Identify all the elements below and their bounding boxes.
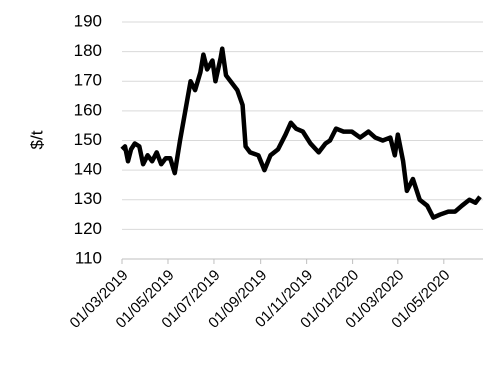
y-tick-label: 120 (74, 219, 102, 238)
y-tick-label: 160 (74, 100, 102, 119)
y-axis-label: $/t (27, 130, 46, 149)
y-tick-label: 130 (74, 189, 102, 208)
y-tick-label: 170 (74, 71, 102, 90)
y-tick-label: 190 (74, 11, 102, 30)
y-tick-label: 180 (74, 41, 102, 60)
y-tick-label: 110 (75, 248, 102, 267)
line-series (120, 46, 482, 220)
y-tick-label: 150 (74, 130, 102, 149)
y-tick-label: 140 (74, 160, 102, 179)
